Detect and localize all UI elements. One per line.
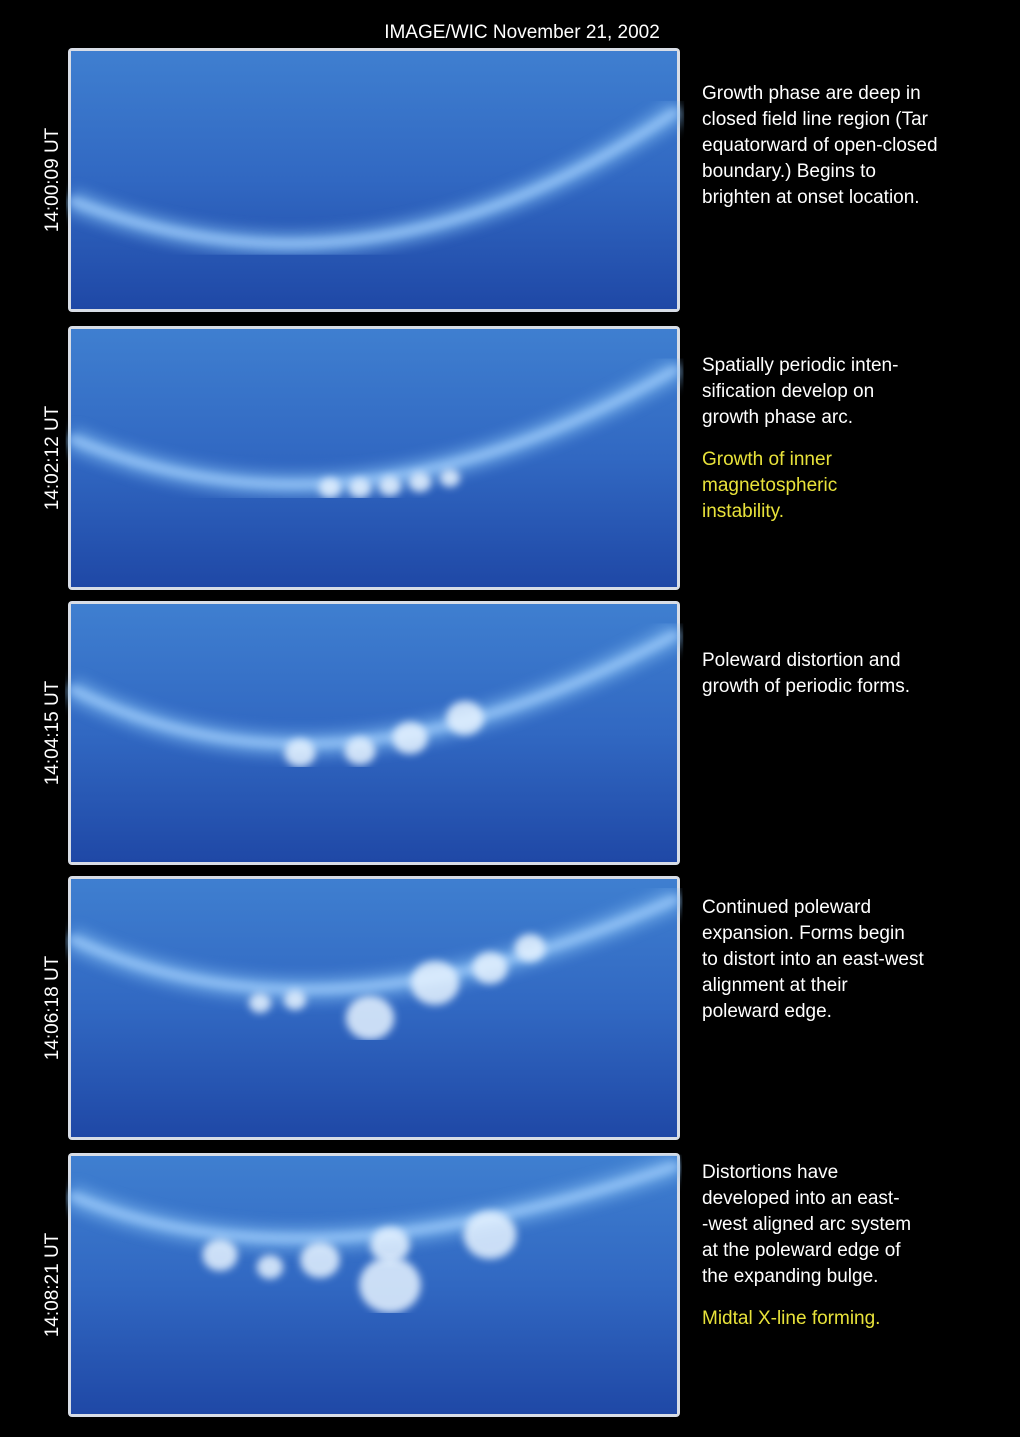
- description-line: growth phase arc.: [702, 407, 853, 428]
- description-line: expansion. Forms begin: [702, 923, 905, 944]
- description-line: growth of periodic forms.: [702, 676, 910, 697]
- time-label: 14:02:12 UT: [42, 405, 63, 510]
- description-line: Poleward distortion and: [702, 650, 901, 671]
- bright-form: [379, 476, 401, 496]
- bright-form: [202, 1239, 237, 1271]
- bright-form: [409, 472, 431, 492]
- auroral-arc-core: [70, 110, 678, 244]
- description-line: poleward edge.: [702, 1001, 832, 1022]
- description-line: sification develop on: [702, 381, 874, 402]
- bright-form: [249, 993, 271, 1013]
- figure-title: IMAGE/WIC November 21, 2002: [384, 22, 660, 43]
- description-line: alignment at their: [702, 975, 848, 996]
- bright-form: [411, 961, 459, 1005]
- time-label: 14:08:21 UT: [42, 1232, 63, 1337]
- description-line: -west aligned arc system: [702, 1214, 911, 1235]
- bright-form: [346, 996, 394, 1040]
- auroral-arc-core: [70, 898, 678, 989]
- description-line: closed field line region (Tar: [702, 109, 929, 130]
- image-sky: [71, 51, 677, 309]
- bright-form: [440, 469, 460, 487]
- bright-form: [284, 990, 306, 1010]
- description-line: equatorward of open-closed: [702, 135, 938, 156]
- bright-form: [359, 1257, 421, 1313]
- time-label: 14:04:15 UT: [42, 680, 63, 785]
- bright-form: [300, 1242, 340, 1278]
- aurora-glow: [70, 110, 678, 244]
- bright-form: [349, 478, 371, 498]
- bright-form: [257, 1255, 283, 1279]
- bright-form: [515, 934, 546, 962]
- aurora-glow: [70, 898, 678, 1040]
- note-line: magnetospheric: [702, 475, 837, 496]
- description-line: Distortions have: [702, 1162, 838, 1183]
- bright-form: [446, 701, 483, 735]
- note-line: Midtal X-line forming.: [702, 1308, 880, 1329]
- bright-form: [392, 722, 427, 754]
- description-line: at the poleward edge of: [702, 1240, 901, 1261]
- bright-form: [464, 1211, 517, 1259]
- aurora-image: [68, 876, 680, 1140]
- bright-form: [285, 739, 316, 767]
- aurora-image: [68, 326, 680, 590]
- note-line: instability.: [702, 501, 784, 522]
- description-line: the expanding bulge.: [702, 1266, 878, 1287]
- auroral-arc-core: [70, 1165, 678, 1238]
- aurora-image: [68, 601, 680, 865]
- description-line: Spatially periodic inten-: [702, 355, 898, 376]
- bright-form: [345, 737, 376, 765]
- bright-form: [370, 1227, 410, 1263]
- description-line: Continued poleward: [702, 897, 871, 918]
- image-sky: [71, 329, 677, 587]
- description-line: boundary.) Begins to: [702, 161, 876, 182]
- aurora-image: [68, 1153, 680, 1417]
- aurora-glow: [70, 633, 678, 767]
- description-line: to distort into an east-west: [702, 949, 924, 970]
- time-label: 14:00:09 UT: [42, 127, 63, 232]
- aurora-image: [68, 48, 680, 312]
- description-line: Growth phase are deep in: [702, 83, 921, 104]
- bright-form: [319, 478, 341, 498]
- bright-form: [472, 952, 507, 984]
- description-line: brighten at onset location.: [702, 187, 920, 208]
- aurora-glow: [70, 1165, 678, 1313]
- description-line: developed into an east-: [702, 1188, 900, 1209]
- time-label: 14:06:18 UT: [42, 955, 63, 1060]
- note-line: Growth of inner: [702, 449, 833, 470]
- aurora-glow: [70, 368, 678, 498]
